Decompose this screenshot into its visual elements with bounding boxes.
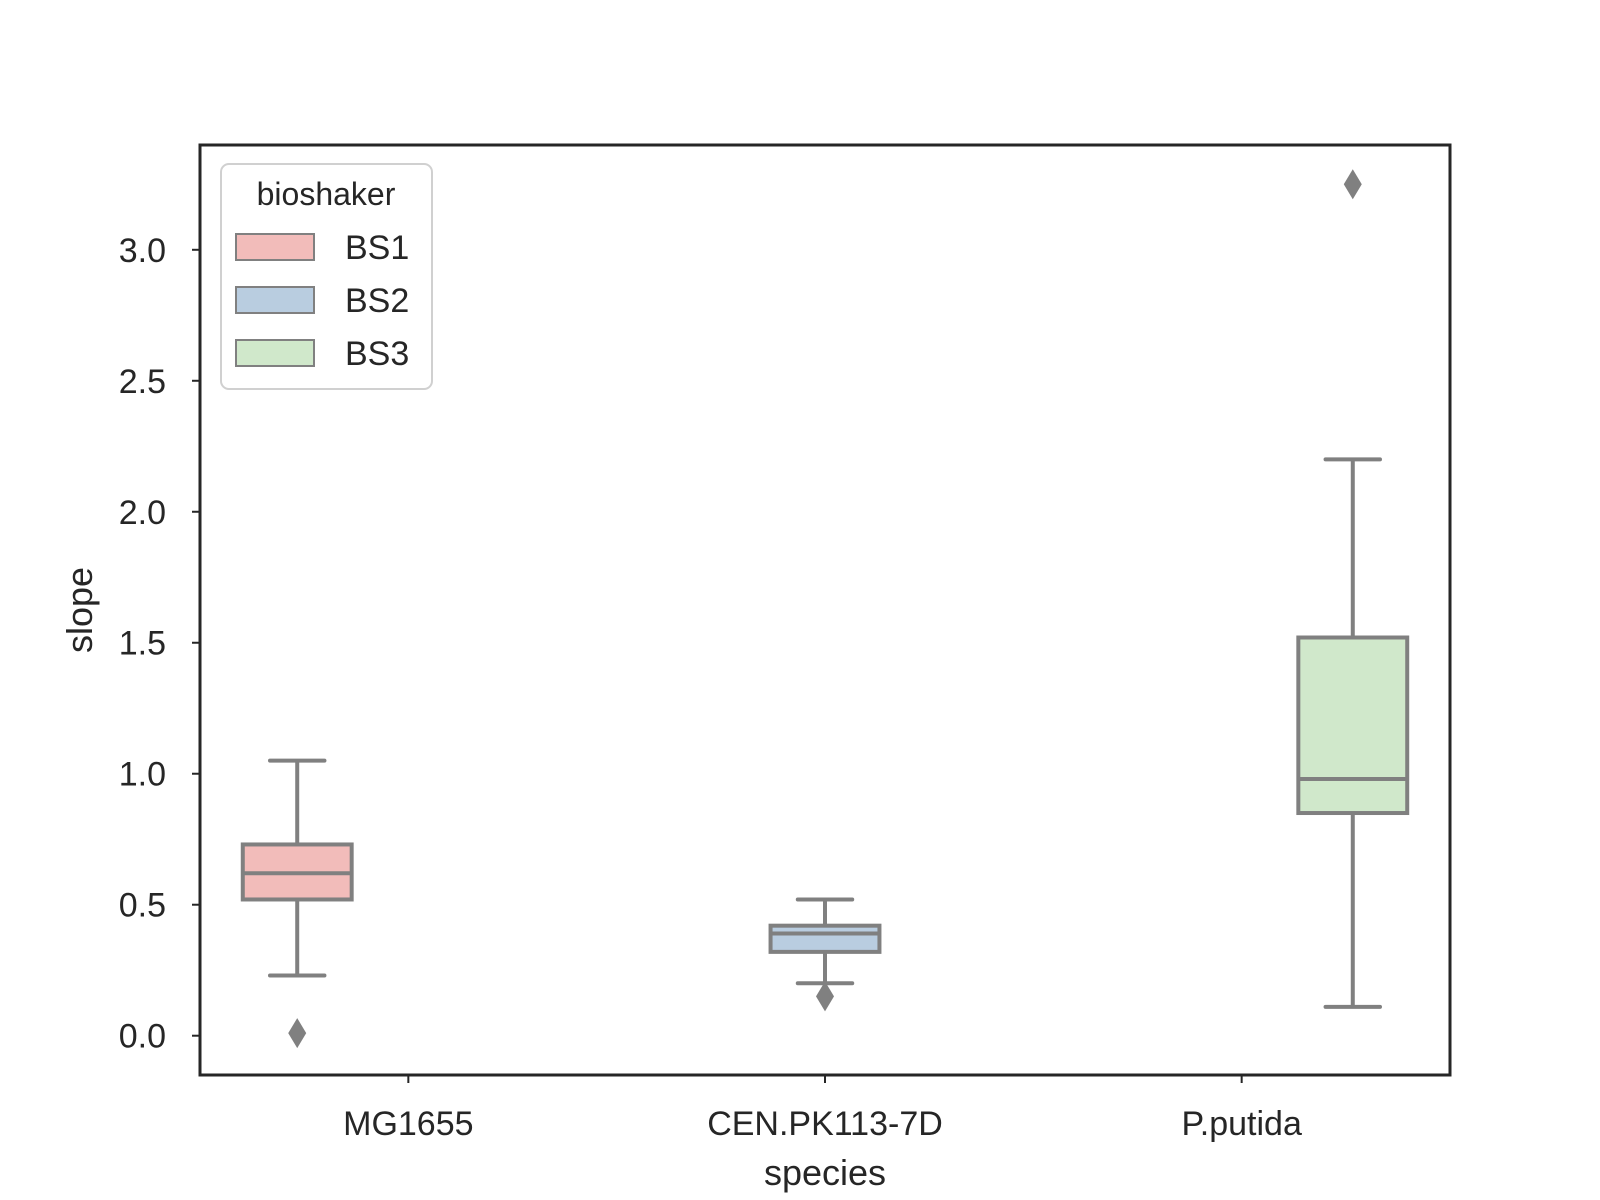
y-tick-label: 3.0 — [119, 232, 166, 270]
plot-marks — [240, 169, 1410, 1049]
y-tick-label: 0.0 — [119, 1018, 166, 1056]
box-group-mg1655 — [240, 758, 354, 1049]
x-tick-label: P.putida — [1181, 1105, 1301, 1143]
legend-swatch — [235, 233, 315, 261]
y-tick-label: 0.5 — [119, 887, 166, 925]
x-axis-label: species — [764, 1152, 886, 1193]
legend-swatch — [235, 286, 315, 314]
box-iqr — [768, 923, 882, 954]
y-tick-label: 1.5 — [119, 625, 166, 663]
outlier-point — [288, 1018, 307, 1049]
legend-title: bioshaker — [257, 176, 396, 212]
y-tick-label: 2.0 — [119, 494, 166, 532]
legend-entries: BS1 BS2 BS3 — [235, 229, 409, 373]
outlier-point — [1343, 169, 1362, 200]
outlier-point — [816, 981, 834, 1012]
y-axis-ticks: 0.0 0.5 1.0 1.5 2.0 2.5 3.0 — [119, 232, 200, 1056]
y-tick-label: 1.0 — [119, 756, 166, 794]
legend-frame — [220, 163, 433, 390]
x-axis-ticks: MG1655 CEN.PK113-7D P.putida — [343, 1075, 1302, 1143]
box-group-p-putida — [1296, 169, 1410, 1009]
y-axis-label: slope — [59, 567, 100, 653]
legend: bioshaker BS1 BS2 BS3 — [220, 163, 433, 390]
x-tick-label: CEN.PK113-7D — [707, 1105, 943, 1143]
legend-swatch — [235, 339, 315, 367]
y-tick-label: 2.5 — [119, 363, 166, 401]
box-iqr — [1296, 635, 1410, 816]
legend-label: BS2 — [345, 282, 409, 320]
x-tick-label: MG1655 — [343, 1105, 473, 1143]
legend-label: BS1 — [345, 229, 409, 267]
box-group-cen-pk113-7d — [768, 897, 882, 1012]
legend-label: BS3 — [345, 335, 409, 373]
